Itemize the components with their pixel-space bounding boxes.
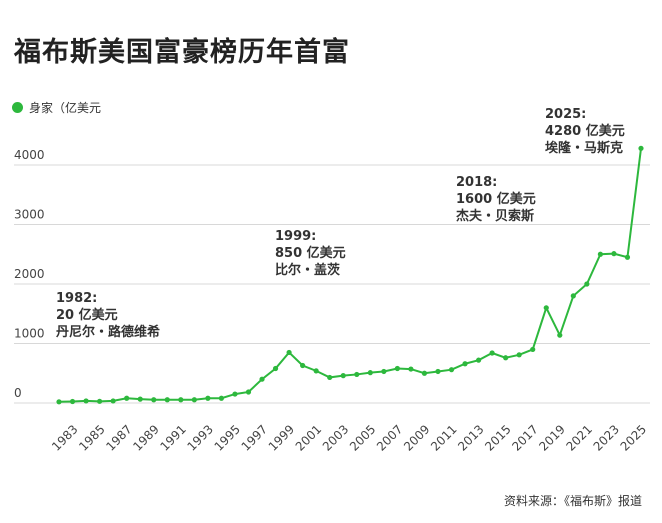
data-point [543,305,549,311]
x-tick-label: 1991 [157,422,188,453]
data-point [624,254,631,260]
x-tick-label: 1997 [239,422,270,453]
series-line [58,148,642,403]
data-point [164,397,170,403]
data-point [313,368,319,374]
annotation-line: 比尔・盖茨 [275,262,341,278]
data-point [340,373,346,379]
data-point [178,397,184,403]
data-point [448,367,455,373]
data-point [570,293,576,299]
data-point [110,398,116,404]
data-point [584,281,590,287]
chart-title: 福布斯美国富豪榜历年首富 [14,37,350,68]
data-point [638,145,644,151]
x-tick-label: 1983 [49,422,80,453]
x-tick-label: 1985 [76,422,107,453]
data-point [421,370,428,376]
x-tick-label: 1989 [130,422,161,453]
annotation-line: 埃隆・马斯克 [545,140,623,156]
data-point [151,397,157,403]
data-point [83,398,89,404]
data-point [381,368,387,375]
y-tick-label: 3000 [14,208,45,222]
data-point [408,366,414,372]
annotation-line: 20 亿美元 [56,307,118,323]
data-point [462,361,468,367]
data-point [272,365,279,372]
annotation-line: 2018: [456,175,497,190]
x-tick-label: 1993 [185,422,216,453]
y-tick-label: 4000 [14,148,45,162]
x-tick-label: 2019 [536,422,567,453]
x-tick-label: 2021 [563,422,594,453]
x-tick-label: 2011 [428,422,459,453]
legend: 身家（亿美元 [12,99,101,116]
data-point [259,376,265,382]
y-tick-label: 0 [14,386,22,400]
legend-label: 身家（亿美元 [29,101,102,115]
x-tick-label: 2009 [401,422,432,453]
x-tick-label: 2015 [482,422,513,453]
x-tick-label: 2017 [509,422,540,453]
data-point [300,362,306,369]
annotation-line: 1982: [56,291,97,306]
y-tick-label: 1000 [14,327,45,341]
annotation-line: 1600 亿美元 [456,191,536,207]
data-point [97,398,103,404]
data-point [530,346,536,353]
data-point [205,395,211,401]
data-point [597,251,603,257]
x-tick-label: 2025 [618,422,649,453]
annotation-line: 1999: [275,229,316,244]
data-point [69,398,76,405]
data-point [475,357,482,363]
data-point [557,332,563,338]
data-point [137,396,143,402]
x-tick-label: 2001 [293,422,324,453]
data-point [218,395,225,401]
data-point [124,395,130,401]
annotation-line: 丹尼尔・路德维希 [56,324,160,340]
annotation-line: 4280 亿美元 [545,123,625,139]
data-point [232,391,238,397]
legend-marker [12,102,23,113]
x-tick-label: 1999 [266,422,297,453]
data-point [503,355,509,361]
annotation-line: 850 亿美元 [275,245,346,261]
data-point [354,371,360,378]
x-tick-label: 1995 [212,422,243,453]
annotation-line: 2025: [545,107,586,122]
data-point [367,370,373,376]
data-point [435,368,441,375]
x-tick-label: 2003 [320,422,351,453]
annotation-line: 杰夫・贝索斯 [456,208,534,224]
data-point [394,365,400,372]
data-point [245,389,252,395]
x-tick-label: 2005 [347,422,378,453]
x-tick-label: 2007 [374,422,405,453]
source-note: 资料来源：《福布斯》报道 [503,494,642,508]
x-tick-label: 1987 [103,422,134,453]
data-point [516,352,522,358]
data-point [489,350,495,356]
x-tick-label: 2023 [591,422,622,453]
data-point [191,397,197,403]
data-point [56,399,62,405]
data-point [611,251,617,257]
data-point [327,374,333,381]
data-point [286,349,292,356]
y-tick-label: 2000 [14,267,45,281]
x-tick-label: 2013 [455,422,486,453]
